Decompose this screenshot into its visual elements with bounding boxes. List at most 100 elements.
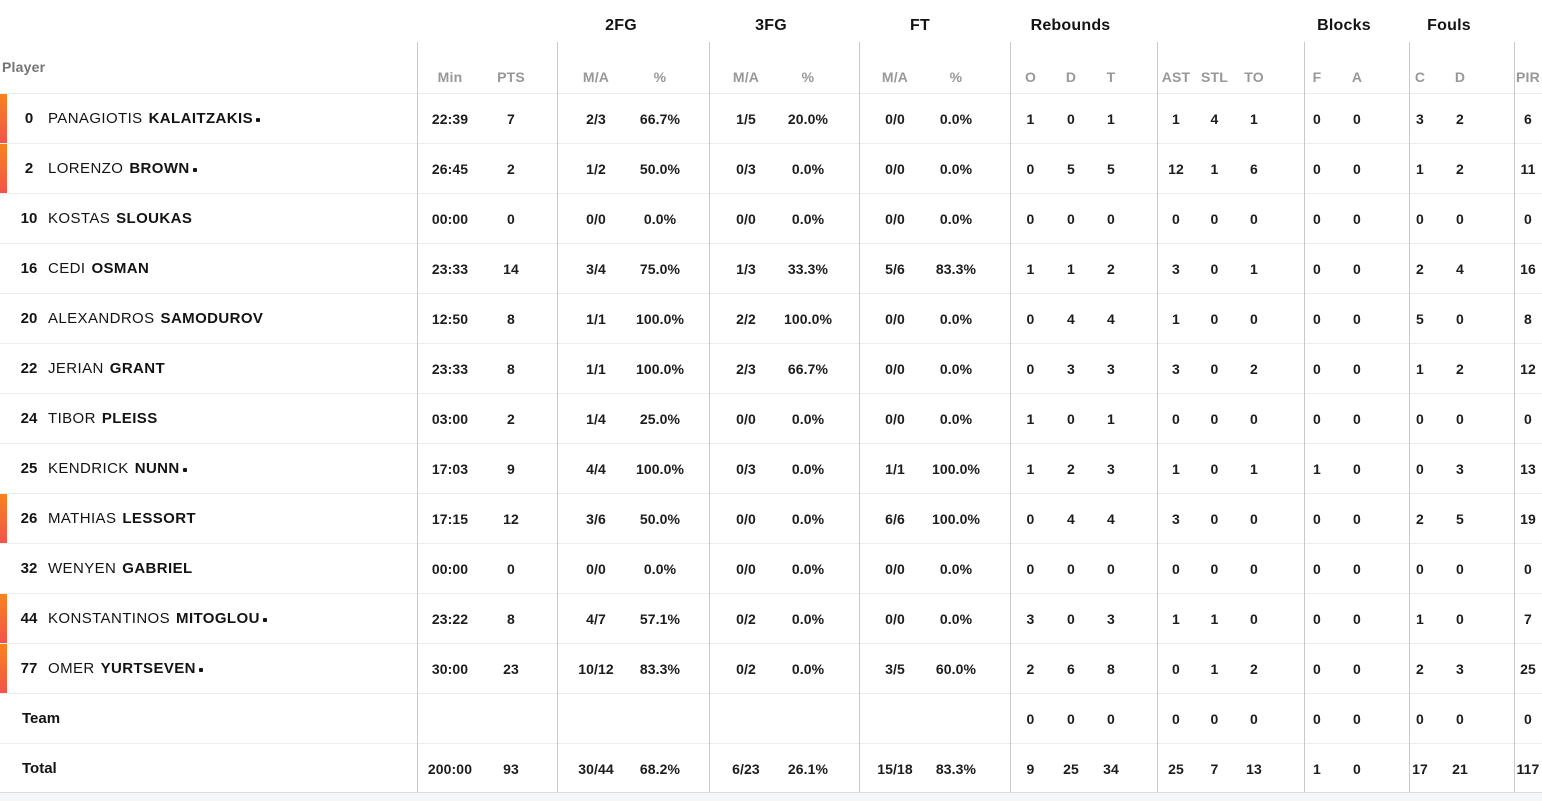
cell-reb_o: 2 xyxy=(1026,660,1035,677)
cell-blk_f: 0 xyxy=(1313,660,1321,677)
cell-ft_ma: 0/0 xyxy=(885,360,905,377)
cell-fg3_pct: 0.0% xyxy=(791,510,825,527)
cell-foul_c: 1 xyxy=(1416,610,1424,627)
cell-foul_d: 4 xyxy=(1456,260,1464,277)
cell-pir: 19 xyxy=(1520,510,1536,527)
cell-reb_o: 0 xyxy=(1026,210,1035,227)
player-row[interactable]: 26 MATHIAS LESSORT 17:15 12 3/6 50.0% 0/0 0.0% 6/… xyxy=(0,493,1542,544)
cell-fg2_pct: 50.0% xyxy=(639,160,681,177)
player-row[interactable]: 22 JERIAN GRANT 23:33 8 1/1 100.0% 2/3 66.7% 0/0 0… xyxy=(0,343,1542,393)
cell-stl: 7 xyxy=(1210,760,1219,777)
cell-fg2_ma: 30/44 xyxy=(578,760,614,777)
cell-ft_ma: 0/0 xyxy=(885,160,905,177)
cell-fg3_ma: 0/3 xyxy=(736,160,756,177)
cell-reb_o: 1 xyxy=(1026,460,1035,477)
cell-fg2_ma: 0/0 xyxy=(586,210,606,227)
cell-reb_o: 0 xyxy=(1026,160,1035,177)
cell-foul_d: 0 xyxy=(1456,410,1464,427)
cell-blk_a: 0 xyxy=(1353,360,1361,377)
cell-to: 2 xyxy=(1250,360,1258,377)
cell-reb_t: 2 xyxy=(1107,260,1115,277)
player-row[interactable]: 2 LORENZO BROWN 26:45 2 1/2 50.0% 0/3 0.0% 0/0 0.0… xyxy=(0,143,1542,194)
player-row[interactable]: 20 ALEXANDROS SAMODUROV 12:50 8 1/1 100.0% 2/2 1… xyxy=(0,293,1542,343)
cell-foul_d: 0 xyxy=(1456,560,1464,577)
on-court-indicator-bar xyxy=(0,594,7,644)
cell-stl: 1 xyxy=(1210,160,1219,177)
jersey-number: 26 xyxy=(20,510,38,527)
player-row[interactable]: 44 KONSTANTINOS MITOGLOU 23:22 8 4/7 57.1% 0/2 0… xyxy=(0,593,1542,644)
cell-foul_d: 3 xyxy=(1456,460,1464,477)
player-row[interactable]: 77 OMER YURTSEVEN 30:00 23 10/12 83.3% 0/2 0.0% 3… xyxy=(0,643,1542,694)
cell-fg2_pct: 50.0% xyxy=(639,510,681,527)
player-first-name: KOSTAS xyxy=(48,210,111,227)
player-name-cell: 26 MATHIAS LESSORT xyxy=(0,494,417,543)
jersey-number: 0 xyxy=(24,110,34,127)
cell-pir: 8 xyxy=(1524,310,1532,327)
player-column-header: Player xyxy=(2,59,46,75)
player-row[interactable]: 24 TIBOR PLEISS 03:00 2 1/4 25.0% 0/0 0.0% 0/0 0.0… xyxy=(0,393,1542,443)
cell-to: 0 xyxy=(1250,310,1258,327)
cell-pir: 0 xyxy=(1524,410,1532,427)
cell-foul_c: 0 xyxy=(1416,410,1424,427)
player-row[interactable]: 25 KENDRICK NUNN 17:03 9 4/4 100.0% 0/3 0.0% 1/1 1… xyxy=(0,443,1542,493)
player-name-cell: 16 CEDI OSMAN xyxy=(0,244,417,293)
cell-ast: 0 xyxy=(1172,210,1180,227)
cell-fg2_ma: 3/6 xyxy=(586,510,606,527)
cell-blk_f: 0 xyxy=(1313,160,1321,177)
column-header-reb_o: O xyxy=(1024,69,1037,85)
cell-fg2_ma: 10/12 xyxy=(578,660,614,677)
cell-ft_pct: 0.0% xyxy=(939,610,973,627)
player-row[interactable]: 0 PANAGIOTIS KALAITZAKIS 22:39 7 2/3 66.7% 1/5 2… xyxy=(0,93,1542,144)
cell-ast: 3 xyxy=(1172,260,1180,277)
player-row[interactable]: 10 KOSTAS SLOUKAS 00:00 0 0/0 0.0% 0/0 0.0% 0/0 0.… xyxy=(0,193,1542,243)
cell-blk_f: 0 xyxy=(1313,610,1321,627)
table-body: 0 PANAGIOTIS KALAITZAKIS 22:39 7 2/3 66.7% 1/5 2… xyxy=(0,93,1542,793)
cell-fg2_ma: 1/1 xyxy=(586,360,606,377)
player-name-cell: 24 TIBOR PLEISS xyxy=(0,394,417,443)
cell-reb_d: 0 xyxy=(1067,110,1075,127)
cell-blk_f: 0 xyxy=(1313,510,1321,527)
cell-min xyxy=(417,694,483,743)
cell-fg3_pct: 100.0% xyxy=(783,310,833,327)
cell-reb_d: 2 xyxy=(1067,460,1075,477)
cell-ft_ma: 0/0 xyxy=(885,310,905,327)
cell-pts: 12 xyxy=(503,510,519,527)
player-name-cell: 32 WENYEN GABRIEL xyxy=(0,544,417,593)
on-court-indicator-bar xyxy=(0,144,7,194)
cell-reb_d: 0 xyxy=(1067,710,1075,727)
cell-foul_d: 0 xyxy=(1456,710,1464,727)
cell-blk_f: 0 xyxy=(1313,110,1321,127)
player-name-cell: 10 KOSTAS SLOUKAS xyxy=(0,194,417,243)
cell-foul_c: 2 xyxy=(1416,260,1424,277)
cell-foul_d: 2 xyxy=(1456,110,1464,127)
cell-ft_ma: 1/1 xyxy=(885,460,905,477)
cell-reb_o: 3 xyxy=(1026,610,1035,627)
cell-reb_o: 0 xyxy=(1026,710,1035,727)
cell-fg3_ma: 1/3 xyxy=(736,260,756,277)
column-divider-line xyxy=(1409,42,1410,792)
cell-stl: 0 xyxy=(1210,360,1219,377)
cell-stl: 0 xyxy=(1210,410,1219,427)
player-row[interactable]: 32 WENYEN GABRIEL 00:00 0 0/0 0.0% 0/0 0.0% 0/0 0.… xyxy=(0,543,1542,593)
player-last-name: SLOUKAS xyxy=(116,210,193,227)
cell-fg3_ma xyxy=(709,694,783,743)
cell-fg3_pct: 20.0% xyxy=(787,110,829,127)
player-row[interactable]: 16 CEDI OSMAN 23:33 14 3/4 75.0% 1/3 33.3% 5/6 83.… xyxy=(0,243,1542,293)
cell-foul_d: 21 xyxy=(1452,760,1468,777)
cell-blk_a: 0 xyxy=(1353,660,1361,677)
cell-reb_d: 3 xyxy=(1067,360,1075,377)
cell-fg2_pct: 83.3% xyxy=(639,660,681,677)
column-header-min: Min xyxy=(437,69,463,85)
cell-pir: 117 xyxy=(1516,760,1540,777)
cell-ft_ma: 0/0 xyxy=(885,110,905,127)
group-header-blocks: Blocks xyxy=(1317,17,1371,34)
cell-pts: 0 xyxy=(507,560,515,577)
cell-fg2_pct: 75.0% xyxy=(639,260,681,277)
player-first-name: MATHIAS xyxy=(48,510,117,527)
cell-ast: 3 xyxy=(1172,360,1180,377)
cell-pir: 11 xyxy=(1520,160,1536,177)
column-header-blk_a: A xyxy=(1351,69,1363,85)
cell-min: 03:00 xyxy=(431,410,469,427)
cell-blk_f: 0 xyxy=(1313,360,1321,377)
